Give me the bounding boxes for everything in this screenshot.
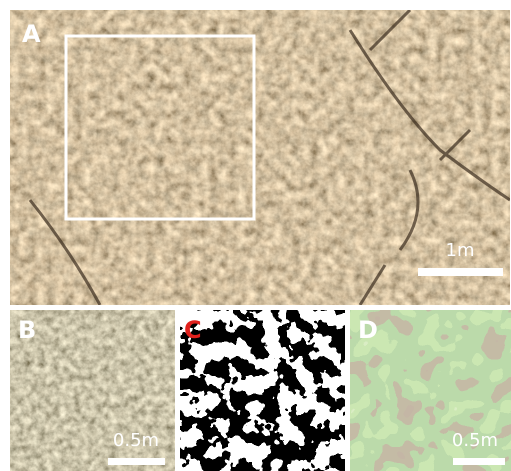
scale-bar xyxy=(418,268,503,276)
panel-label: C xyxy=(184,316,202,344)
panel-label: A xyxy=(22,20,41,48)
panel-label: B xyxy=(18,316,36,344)
binary-image xyxy=(180,310,345,471)
panel-c: C xyxy=(180,310,345,471)
grass-image xyxy=(10,10,510,305)
scale-label: 0.5m xyxy=(452,430,498,451)
scale-bar xyxy=(453,458,505,465)
scale-label: 0.5m xyxy=(113,430,159,451)
panel-label: D xyxy=(358,316,378,344)
panel-d: D 0.5m xyxy=(350,310,511,471)
figure: A 1m B 0.5m C D 0.5m (() => { const data… xyxy=(0,0,511,471)
scale-label: 1m xyxy=(446,240,475,261)
scale-bar xyxy=(108,458,165,465)
panel-b: B 0.5m xyxy=(10,310,175,471)
panel-a: A 1m xyxy=(10,10,510,305)
